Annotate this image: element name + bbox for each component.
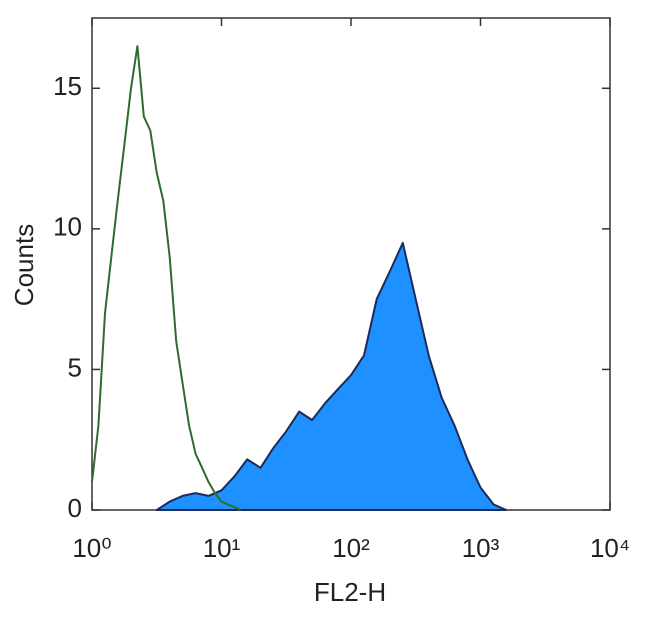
y-tick-label: 0 [68,493,82,523]
y-tick-label: 5 [68,352,82,382]
x-tick-label: 10³ [462,533,500,563]
x-tick-label: 10¹ [203,533,241,563]
x-axis-label: FL2-H [314,577,386,607]
y-axis-label: Counts [9,224,39,306]
histogram-1 [155,241,508,511]
y-tick-label: 10 [53,212,82,242]
x-tick-label: 10⁰ [72,533,111,563]
y-tick-label: 15 [53,71,82,101]
histogram-0 [91,45,242,511]
x-tick-label: 10² [332,533,370,563]
x-tick-label: 10⁴ [590,533,630,563]
